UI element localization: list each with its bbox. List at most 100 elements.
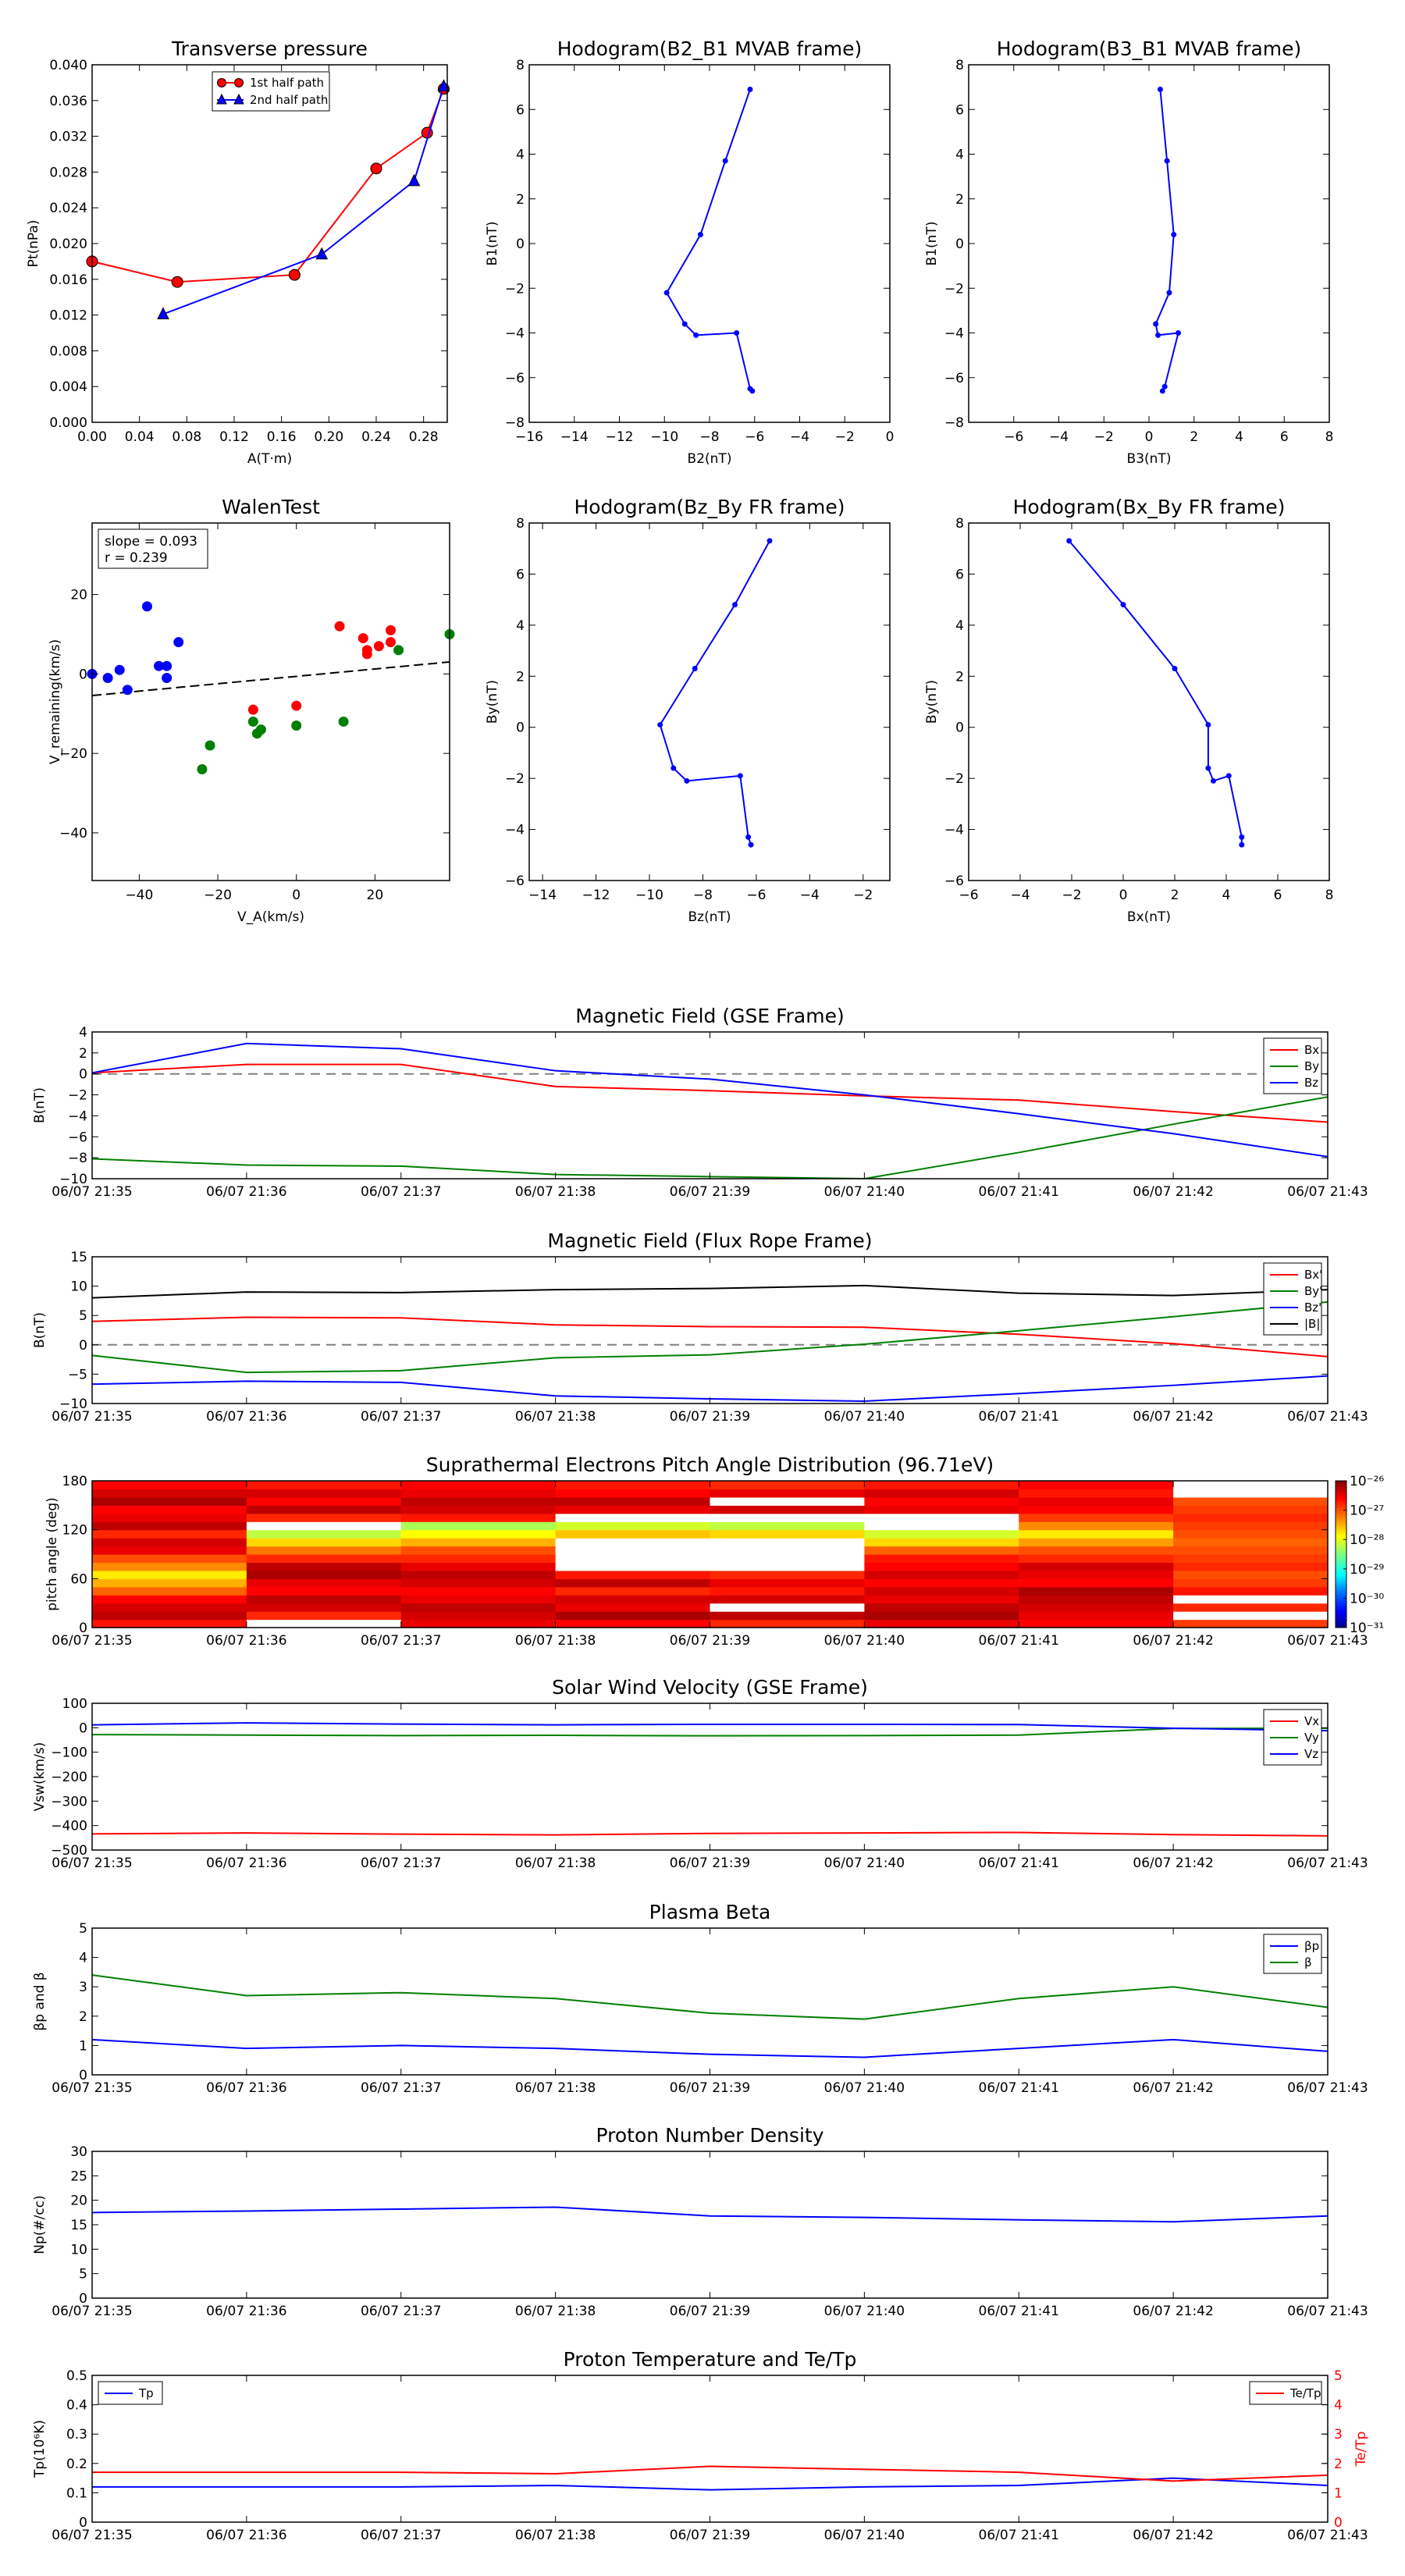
chart-title: Hodogram(Bz_By FR frame) xyxy=(574,496,845,518)
heatmap-cell xyxy=(1019,1570,1174,1579)
legend-marker xyxy=(233,93,244,105)
x-tick-label: 06/07 21:39 xyxy=(670,1633,750,1649)
heatmap-cell xyxy=(1019,1513,1174,1522)
y-tick-label: 30 xyxy=(70,2144,87,2160)
colorbar-tick-label: 10⁻³⁰ xyxy=(1350,1591,1384,1606)
data-point xyxy=(162,672,173,683)
plot-area xyxy=(92,1257,1328,1404)
y-axis-label: B(nT) xyxy=(32,1087,48,1123)
plot-area xyxy=(92,2151,1328,2298)
data-point xyxy=(1211,777,1216,784)
x-tick-label: −6 xyxy=(746,888,766,903)
legend-box xyxy=(1263,1934,1322,1974)
heatmap-cell xyxy=(92,1481,247,1490)
x-tick-label: 06/07 21:36 xyxy=(206,1856,286,1871)
y-tick-label: 0.5 xyxy=(66,2368,87,2384)
y-tick-label: −500 xyxy=(51,1843,87,1859)
heatmap-cell xyxy=(400,1521,557,1531)
heatmap-cell xyxy=(92,1538,247,1547)
y-tick-label: −100 xyxy=(51,1745,87,1761)
x-tick-label: 06/07 21:41 xyxy=(979,2080,1059,2096)
x-tick-label: 06/07 21:37 xyxy=(361,1184,441,1200)
heatmap-cell xyxy=(1173,1578,1329,1588)
heatmap-cell xyxy=(246,1538,402,1547)
heatmap-cell xyxy=(864,1513,1019,1522)
heatmap-cell xyxy=(710,1554,865,1564)
colorbar-tick-label: 10⁻²⁷ xyxy=(1350,1503,1384,1519)
x-tick-label: 2 xyxy=(1190,429,1198,445)
x-tick-label: −12 xyxy=(606,429,634,445)
chart-title: Transverse pressure xyxy=(171,37,368,60)
plot-area xyxy=(92,1928,1328,2075)
data-point xyxy=(745,834,752,840)
y-tick-label: 0.036 xyxy=(49,94,87,109)
heatmap-cell xyxy=(864,1611,1019,1621)
legend-label: Bz xyxy=(1304,1076,1318,1090)
y-tick-label: 2 xyxy=(516,669,525,685)
legend-label: βp xyxy=(1304,1939,1319,1953)
data-point xyxy=(657,721,663,728)
y-tick-label: 6 xyxy=(516,102,525,118)
x-tick-label: 06/07 21:35 xyxy=(52,1184,132,1200)
x-tick-label: 06/07 21:41 xyxy=(979,2304,1059,2319)
heatmap-cell xyxy=(710,1538,865,1547)
x-tick-label: 8 xyxy=(1325,429,1334,445)
fit-line xyxy=(91,660,450,697)
legend-marker xyxy=(217,78,226,87)
y-tick-label: 0.000 xyxy=(49,415,87,431)
x-axis-label: B3(nT) xyxy=(1127,451,1172,467)
x-tick-label: 06/07 21:41 xyxy=(979,1409,1059,1425)
heatmap-cell xyxy=(400,1513,557,1522)
x-tick-label: 0.12 xyxy=(219,429,249,445)
y-tick-label: 0.2 xyxy=(66,2457,87,2472)
data-point xyxy=(1239,841,1245,848)
heatmap-cell xyxy=(710,1546,865,1555)
y-tick-label-right: 2 xyxy=(1334,2457,1343,2472)
data-point xyxy=(737,773,743,779)
heatmap-cell xyxy=(92,1529,247,1539)
y-axis-label: Vsw(km/s) xyxy=(32,1742,48,1812)
heatmap-cell xyxy=(246,1505,402,1514)
x-tick-label: 6 xyxy=(1280,429,1289,445)
legend-marker xyxy=(216,93,227,105)
heatmap-cell xyxy=(1019,1538,1174,1547)
y-tick-label: −300 xyxy=(51,1794,87,1809)
data-point xyxy=(670,765,677,771)
x-tick-label: 0.16 xyxy=(267,429,297,445)
data-point xyxy=(732,602,738,608)
heatmap-cell xyxy=(92,1570,247,1579)
data-point xyxy=(114,664,125,675)
data-point xyxy=(288,269,301,281)
x-tick-label: −20 xyxy=(204,888,232,903)
plot-area xyxy=(969,523,1329,881)
heatmap-cell xyxy=(1173,1595,1329,1604)
y-tick-label: −4 xyxy=(505,326,525,342)
y-tick-label: 0.4 xyxy=(66,2398,87,2414)
y-axis-label: By(nT) xyxy=(924,680,940,724)
data-point xyxy=(681,321,688,327)
heatmap-cell xyxy=(1019,1529,1174,1539)
data-point xyxy=(1172,665,1178,671)
heatmap-cell xyxy=(1019,1521,1174,1531)
heatmap-cell xyxy=(246,1496,402,1506)
x-tick-label: 06/07 21:38 xyxy=(515,1856,596,1871)
data-point xyxy=(1166,290,1172,296)
x-tick-label: −2 xyxy=(1062,888,1081,903)
heatmap-cell xyxy=(864,1529,1019,1539)
chart-pad: 06/07 21:35 06/07 21:36 06/07 21:37 06/07 2… xyxy=(44,1453,1384,1649)
heatmap-cell xyxy=(555,1570,711,1579)
heatmap-cell xyxy=(1019,1595,1174,1604)
x-tick-label: 06/07 21:35 xyxy=(52,1856,132,1871)
x-tick-label: −16 xyxy=(515,429,543,445)
heatmap-cell xyxy=(1173,1505,1329,1514)
x-tick-label: 06/07 21:40 xyxy=(824,2304,905,2319)
y-tick-label: 0 xyxy=(79,1338,87,1354)
y-tick-label: 120 xyxy=(62,1523,87,1539)
heatmap-cell xyxy=(1019,1578,1174,1588)
annotation-box xyxy=(98,528,208,569)
x-tick-label: 06/07 21:43 xyxy=(1287,2080,1368,2096)
data-point xyxy=(386,637,397,648)
y-tick-label: −40 xyxy=(59,826,87,841)
heatmap-cell xyxy=(1019,1554,1174,1564)
heatmap-cell xyxy=(92,1611,247,1621)
